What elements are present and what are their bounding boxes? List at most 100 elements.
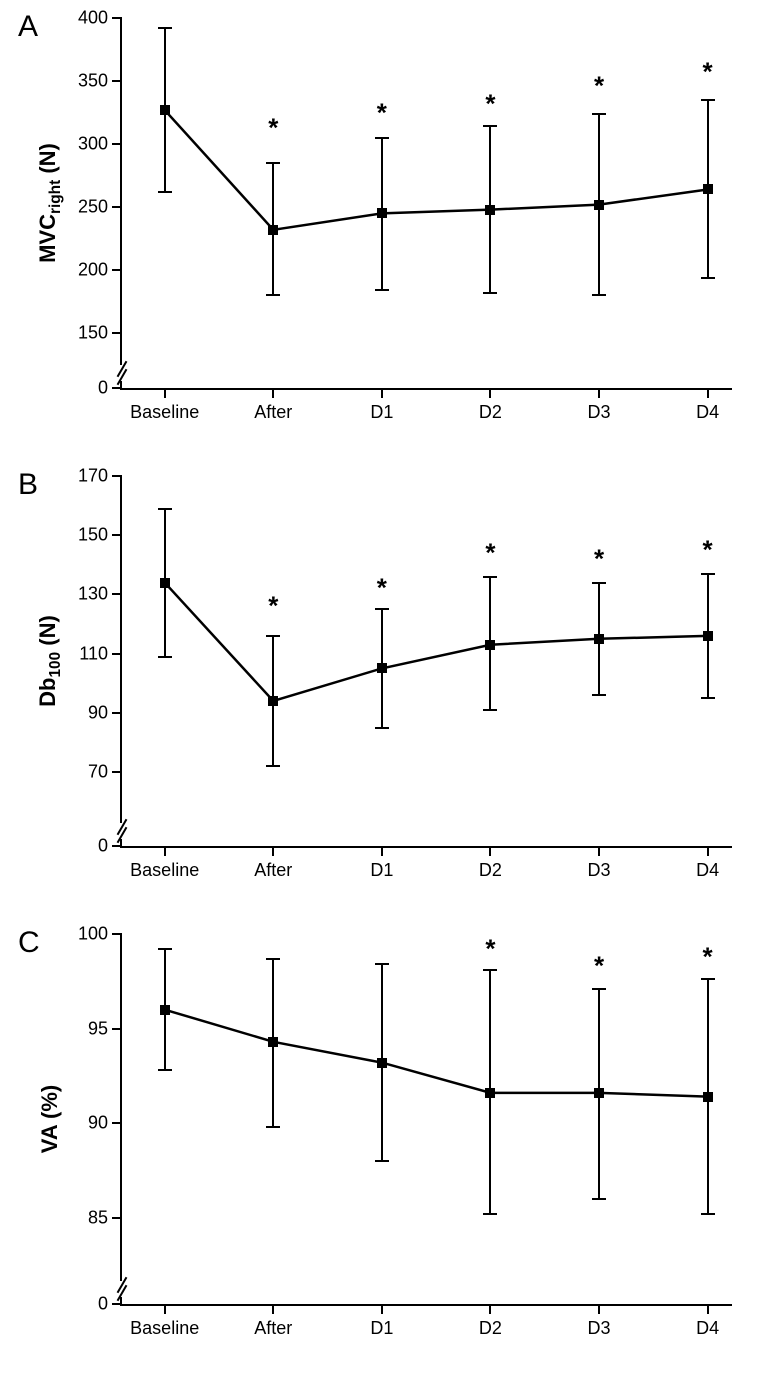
error-cap bbox=[266, 294, 280, 296]
data-marker bbox=[594, 634, 604, 644]
data-marker bbox=[594, 1088, 604, 1098]
ytick-label: 150 bbox=[78, 323, 108, 344]
significance-marker: * bbox=[268, 591, 278, 622]
xtick bbox=[707, 388, 709, 398]
plot-area-B: 07090110130150170BaselineAfterD1D2D3D4**… bbox=[120, 476, 732, 848]
ytick bbox=[112, 80, 122, 82]
ytick-label: 85 bbox=[88, 1207, 108, 1228]
ytick bbox=[112, 269, 122, 271]
ytick bbox=[112, 332, 122, 334]
significance-marker: * bbox=[485, 88, 495, 119]
xtick-label: D4 bbox=[696, 402, 719, 423]
ytick bbox=[112, 771, 122, 773]
significance-marker: * bbox=[268, 112, 278, 143]
error-cap bbox=[375, 289, 389, 291]
error-cap bbox=[158, 27, 172, 29]
error-cap bbox=[375, 727, 389, 729]
xtick bbox=[489, 388, 491, 398]
data-marker bbox=[377, 1058, 387, 1068]
figure: A 0150200250300350400BaselineAfterD1D2D3D… bbox=[0, 0, 768, 1386]
data-marker bbox=[268, 225, 278, 235]
panel-label-B: B bbox=[18, 468, 38, 502]
significance-marker: * bbox=[594, 543, 604, 574]
panel-B: B07090110130150170BaselineAfterD1D2D3D4*… bbox=[0, 468, 768, 898]
data-marker bbox=[268, 1037, 278, 1047]
xtick bbox=[381, 1304, 383, 1314]
xtick-label: D2 bbox=[479, 1318, 502, 1339]
error-cap bbox=[483, 1213, 497, 1215]
data-marker bbox=[160, 105, 170, 115]
data-marker bbox=[703, 184, 713, 194]
data-marker bbox=[160, 578, 170, 588]
error-cap bbox=[158, 1069, 172, 1071]
plot-area-C: 0859095100BaselineAfterD1D2D3D4*** bbox=[120, 934, 732, 1306]
xtick-label: Baseline bbox=[130, 402, 199, 423]
ytick bbox=[112, 17, 122, 19]
error-cap bbox=[701, 99, 715, 101]
significance-marker: * bbox=[703, 941, 713, 972]
ytick bbox=[112, 653, 122, 655]
error-cap bbox=[701, 697, 715, 699]
xtick-label: D1 bbox=[370, 860, 393, 881]
xtick bbox=[598, 1304, 600, 1314]
ytick-label: 300 bbox=[78, 134, 108, 155]
error-cap bbox=[592, 988, 606, 990]
error-cap bbox=[701, 1213, 715, 1215]
data-marker bbox=[594, 200, 604, 210]
panel-A: A 0150200250300350400BaselineAfterD1D2D3D… bbox=[0, 10, 768, 440]
error-cap bbox=[483, 576, 497, 578]
error-cap bbox=[592, 113, 606, 115]
xtick bbox=[489, 846, 491, 856]
plot-area-A: 0150200250300350400BaselineAfterD1D2D3D4… bbox=[120, 18, 732, 390]
data-marker bbox=[377, 663, 387, 673]
ytick-label: 400 bbox=[78, 8, 108, 29]
xtick bbox=[272, 388, 274, 398]
error-cap bbox=[592, 694, 606, 696]
ylabel-C: VA (%) bbox=[37, 1085, 63, 1153]
xtick-label: D1 bbox=[370, 402, 393, 423]
ytick bbox=[112, 712, 122, 714]
xtick bbox=[598, 846, 600, 856]
significance-marker: * bbox=[377, 97, 387, 128]
xtick-label: D3 bbox=[588, 1318, 611, 1339]
ytick bbox=[112, 534, 122, 536]
xtick bbox=[707, 846, 709, 856]
ytick-label: 90 bbox=[88, 702, 108, 723]
ytick-label: 150 bbox=[78, 525, 108, 546]
error-cap bbox=[483, 969, 497, 971]
xtick bbox=[164, 846, 166, 856]
xtick-label: D2 bbox=[479, 402, 502, 423]
error-cap bbox=[701, 573, 715, 575]
data-marker bbox=[485, 1088, 495, 1098]
data-marker bbox=[268, 696, 278, 706]
significance-marker: * bbox=[485, 537, 495, 568]
error-cap bbox=[158, 948, 172, 950]
ytick bbox=[112, 1217, 122, 1219]
error-cap bbox=[266, 1126, 280, 1128]
ytick-label: 130 bbox=[78, 584, 108, 605]
ytick-label: 250 bbox=[78, 197, 108, 218]
error-cap bbox=[158, 656, 172, 658]
ytick bbox=[112, 475, 122, 477]
panel-label-C: C bbox=[18, 926, 40, 960]
significance-marker: * bbox=[485, 934, 495, 965]
series-line bbox=[122, 18, 732, 388]
xtick-label: D3 bbox=[588, 402, 611, 423]
xtick bbox=[381, 388, 383, 398]
ytick bbox=[112, 143, 122, 145]
ylabel-B: Db100 (N) bbox=[35, 615, 65, 707]
ytick bbox=[112, 593, 122, 595]
ytick-label: 100 bbox=[78, 924, 108, 945]
xtick-label: D1 bbox=[370, 1318, 393, 1339]
xtick-label: After bbox=[254, 860, 292, 881]
xtick bbox=[164, 1304, 166, 1314]
panel-label-A: A bbox=[18, 10, 38, 44]
error-cap bbox=[592, 1198, 606, 1200]
error-cap bbox=[701, 978, 715, 980]
error-cap bbox=[266, 765, 280, 767]
xtick-label: D4 bbox=[696, 1318, 719, 1339]
xtick-label: Baseline bbox=[130, 860, 199, 881]
ytick-label: 95 bbox=[88, 1018, 108, 1039]
significance-marker: * bbox=[594, 71, 604, 102]
data-marker bbox=[377, 208, 387, 218]
